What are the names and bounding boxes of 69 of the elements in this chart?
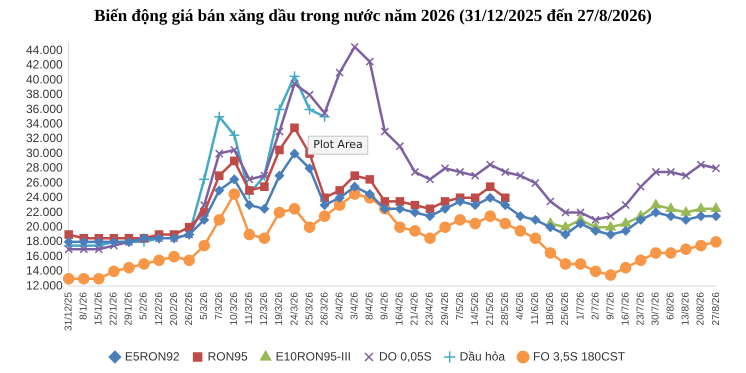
y-tick-label: 20.000	[26, 220, 64, 234]
y-tick-label: 22.000	[26, 204, 64, 219]
x-tick-label: 5/2/26	[138, 292, 150, 320]
y-tick-label: 30.000	[26, 146, 64, 160]
y-tick-label: 32.000	[26, 131, 64, 146]
y-tick-label: 24.000	[26, 190, 64, 204]
legend-label: E10RON95-III	[276, 349, 351, 364]
x-tick-label: 29/4/26	[440, 292, 451, 326]
legend-label: FO 3,5S 180CST	[533, 349, 626, 364]
x-tick-label: 8/1/26	[78, 292, 90, 320]
x-tick-label: 9/4/26	[380, 292, 391, 320]
x-tick-label: 24/3/26	[289, 292, 300, 326]
legend-label: DO 0,05S	[378, 349, 432, 364]
x-tick-label: 4/6/26	[515, 292, 526, 320]
x-tick-label: 3/4/26	[349, 292, 360, 320]
x-tick-label: 20/2/26	[168, 292, 180, 326]
x-tick-label: 2/4/26	[334, 292, 346, 320]
x-tick-label: 18/6/26	[545, 292, 556, 326]
x-tick-label: 12/2/26	[154, 292, 165, 326]
x-tick-label: 20/8/26	[696, 292, 707, 326]
x-tick-label: 29/1/26	[124, 292, 135, 326]
y-tick-label: 28.000	[26, 160, 64, 175]
y-tick-label: 38.000	[26, 87, 64, 102]
x-tick-label: 6/8/26	[666, 292, 677, 320]
x-tick-label: 13/8/26	[680, 292, 692, 326]
x-tick-label: 16/7/26	[620, 292, 632, 326]
x-tick-label: 5/3/26	[198, 292, 210, 320]
x-tick-label: 11/3/26	[244, 292, 256, 325]
x-tick-label: 21/4/26	[410, 292, 421, 326]
x-tick-label: 10/3/26	[229, 292, 240, 326]
chart-title: Biến động giá bán xăng dầu trong nước năm 2026 (31/12/2025 đến 27/8/2026)	[93, 6, 653, 26]
x-tick-label: 25/3/26	[304, 292, 316, 326]
annotation: Plot Area	[313, 138, 363, 152]
x-tick-label: 8/4/26	[364, 292, 376, 320]
x-tick-label: 16/4/26	[394, 292, 406, 326]
y-tick-label: 16.000	[26, 248, 64, 263]
x-tick-label: 12/3/26	[259, 292, 270, 326]
y-tick-label: 40.000	[26, 72, 64, 86]
x-tick-label: 25/6/26	[560, 292, 572, 326]
y-tick-label: 14.000	[26, 264, 64, 278]
y-tick-label: 42.000	[26, 58, 64, 72]
x-tick-label: 2/7/26	[590, 292, 602, 320]
x-tick-label: 30/7/26	[650, 292, 662, 326]
x-tick-label: 27/8/26	[710, 292, 722, 326]
x-tick-label: 11/6/26	[530, 292, 542, 325]
y-tick-label: 44.000	[26, 42, 64, 57]
x-tick-label: 9/7/26	[605, 292, 616, 320]
x-tick-label: 23/7/26	[635, 292, 646, 326]
y-tick-label: 36.000	[26, 102, 64, 116]
y-tick-label: 26.000	[26, 175, 64, 190]
x-tick-label: 26/3/26	[319, 292, 330, 326]
x-tick-label: 15/1/26	[94, 292, 105, 326]
x-tick-label: 19/3/26	[274, 292, 286, 326]
legend-label: E5RON92	[124, 349, 180, 364]
x-tick-label: 26/2/26	[184, 292, 195, 326]
x-tick-label: 31/12/25	[63, 292, 74, 332]
x-tick-label: 21/5/26	[484, 292, 496, 326]
x-tick-label: 22/1/26	[108, 292, 120, 326]
x-tick-label: 14/5/26	[470, 292, 481, 326]
legend-label: Dầu hỏa	[460, 349, 506, 364]
x-tick-label: 23/4/26	[424, 292, 436, 326]
x-tick-label: 1/7/26	[575, 292, 586, 320]
y-tick-label: 12.000	[26, 278, 64, 292]
x-tick-label: 7/3/26	[214, 292, 225, 320]
x-tick-label: 28/5/26	[500, 292, 511, 326]
y-tick-label: 34.000	[26, 116, 64, 130]
y-tick-label: 18.000	[26, 234, 64, 248]
legend-label: RON95	[208, 349, 248, 364]
x-tick-label: 7/5/26	[454, 292, 466, 320]
